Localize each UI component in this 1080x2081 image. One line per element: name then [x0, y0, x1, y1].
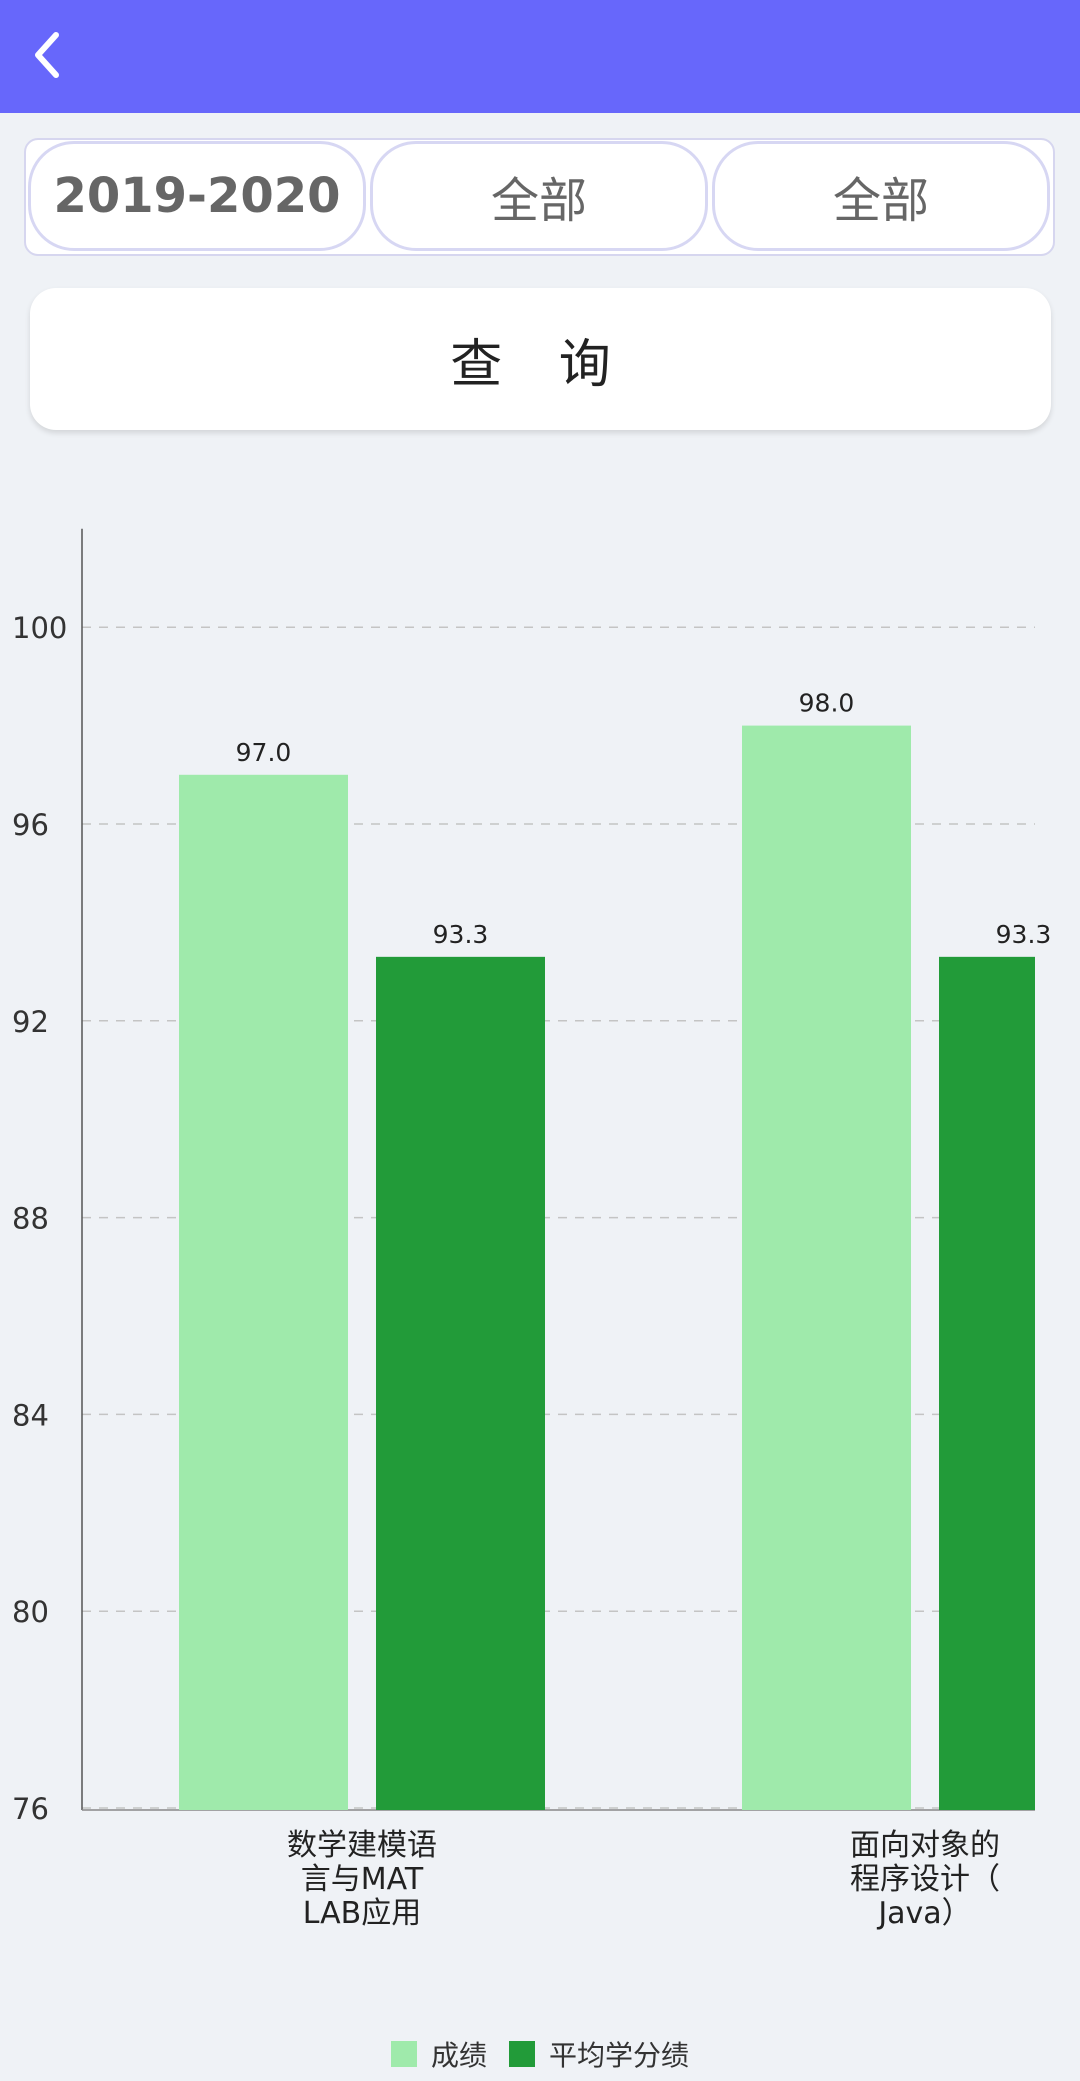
- legend-item-average: 平均学分绩: [509, 2034, 689, 2074]
- bar-average-0: [376, 956, 545, 1810]
- app-bar: [0, 0, 1080, 113]
- query-button[interactable]: 查 询: [30, 288, 1051, 430]
- y-tick-label-100: 100: [12, 611, 67, 645]
- x-category-label-0-line-2: LAB应用: [303, 1896, 422, 1931]
- legend-swatch-average: [509, 2041, 535, 2067]
- y-tick-label-84: 84: [12, 1398, 49, 1432]
- legend-swatch-score: [390, 2041, 417, 2067]
- y-tick-label-96: 96: [12, 808, 49, 842]
- data-label-average-0: 93.3: [433, 920, 489, 949]
- y-tick-label-76: 76: [12, 1792, 49, 1826]
- data-label-average-1: 93.3: [996, 920, 1052, 949]
- x-category-label-1-line-1: 程序设计（: [850, 1862, 1000, 1897]
- data-label-score-0: 97.0: [236, 738, 292, 767]
- legend-item-score: 成绩: [390, 2034, 487, 2074]
- x-category-label-1-line-2: Java）: [876, 1896, 971, 1931]
- x-category-label-0-line-0: 数学建模语: [287, 1828, 437, 1863]
- data-label-score-1: 98.0: [799, 689, 855, 718]
- x-category-label-1-line-0: 面向对象的: [850, 1828, 1000, 1863]
- legend-label-average: 平均学分绩: [549, 2039, 690, 2072]
- bar-score-1: [742, 725, 911, 1810]
- legend-label-score: 成绩: [430, 2039, 487, 2072]
- x-category-label-0-line-1: 言与MAT: [301, 1862, 424, 1897]
- year-filter[interactable]: 2019-2020: [28, 141, 366, 251]
- chevron-left-icon: [35, 32, 59, 78]
- bar-score-0: [179, 774, 348, 1810]
- semester-filter[interactable]: 全部: [370, 141, 708, 251]
- y-tick-label-88: 88: [12, 1202, 49, 1236]
- category-filter[interactable]: 全部: [712, 141, 1050, 251]
- back-button[interactable]: [18, 22, 78, 88]
- bar-average-1: [939, 956, 1035, 1810]
- y-tick-label-80: 80: [12, 1595, 49, 1629]
- chart-legend: 成绩 平均学分绩: [0, 2032, 1080, 2076]
- y-tick-label-92: 92: [12, 1005, 49, 1039]
